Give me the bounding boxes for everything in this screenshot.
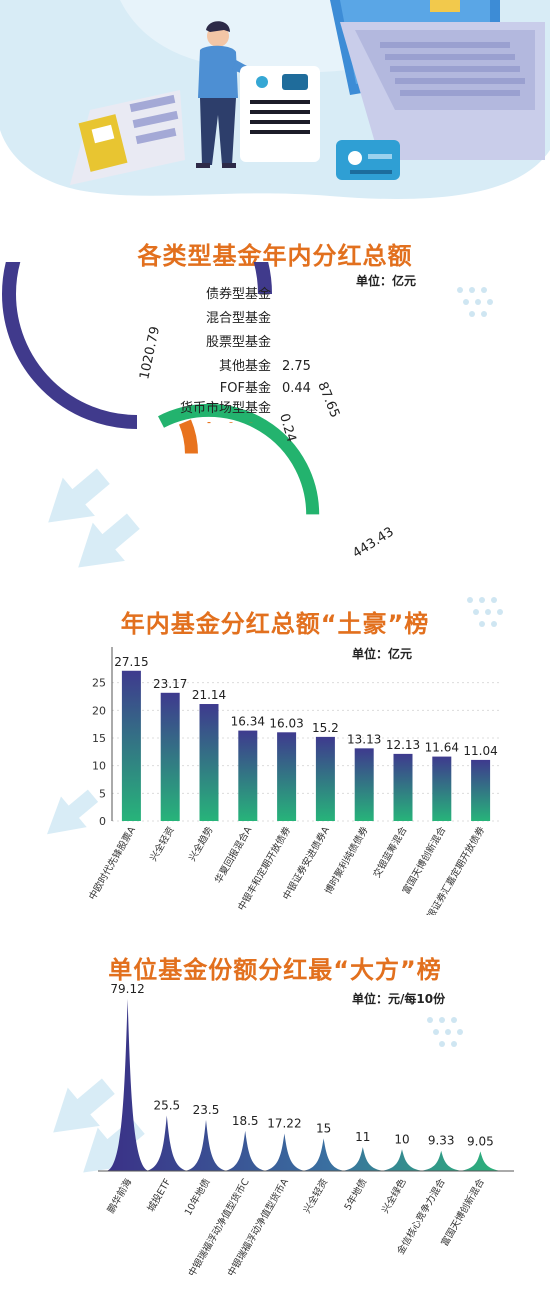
person-icon xyxy=(196,21,263,168)
y-tick-label: 25 xyxy=(92,677,106,690)
unit-label-top-funds: 单位：亿元 xyxy=(352,647,413,661)
spike-value-label: 79.12 xyxy=(110,982,144,996)
arc-category-label: 股票型基金 xyxy=(206,334,271,350)
y-tick-label: 5 xyxy=(99,787,106,800)
bar xyxy=(160,692,180,821)
bar xyxy=(277,732,297,821)
bar xyxy=(238,730,258,821)
id-card-icon xyxy=(336,140,400,180)
arc-value-label: 2.75 xyxy=(282,359,311,374)
bar xyxy=(354,748,374,821)
x-category-label: 城投ETF xyxy=(145,1177,174,1214)
x-category-label: 兴全趋势 xyxy=(186,824,216,863)
x-category-label: 中欧时代先锋股票A xyxy=(86,824,138,902)
section-title-generous-funds: 单位基金份额分红最“大方”榜 xyxy=(108,956,442,984)
bar-value-label: 12.13 xyxy=(386,738,420,752)
laptop-icon xyxy=(330,0,545,160)
bar-value-label: 15.2 xyxy=(312,721,339,735)
bar xyxy=(471,759,491,821)
arc-series-0 xyxy=(2,262,272,429)
bar-value-label: 11.04 xyxy=(463,744,497,758)
spike-value-label: 15 xyxy=(316,1121,331,1135)
section-title-top-funds: 年内基金分红总额“土豪”榜 xyxy=(120,610,430,638)
bar-value-label: 16.34 xyxy=(231,715,265,729)
x-category-label: 交银蓝筹混合 xyxy=(371,824,410,880)
x-category-label: 鹏华前海 xyxy=(105,1176,135,1215)
arc-series-1 xyxy=(158,403,320,515)
x-category-label: 博时聚利纯债债券 xyxy=(322,824,371,896)
x-category-label: 兴全轻资 xyxy=(147,824,177,863)
x-category-label: 兴全轻资 xyxy=(301,1176,331,1215)
bar xyxy=(393,753,413,821)
x-category-label: 富国天博创新混合 xyxy=(400,824,449,896)
hero-illustration xyxy=(0,0,550,200)
bar-value-label: 23.17 xyxy=(153,677,187,691)
spike-value-label: 25.5 xyxy=(153,1099,180,1113)
arc-value-label: 0.44 xyxy=(282,381,311,396)
y-tick-label: 10 xyxy=(92,760,106,773)
y-tick-label: 20 xyxy=(92,704,106,717)
x-category-label: 中银证券汇嘉定期开放债券 xyxy=(420,824,488,915)
unit-label-total-dividends: 单位：亿元 xyxy=(356,274,417,288)
arc-category-label: 债券型基金 xyxy=(206,286,271,302)
arc-category-label: 其他基金 xyxy=(219,358,271,374)
x-category-label: 华夏回报混合A xyxy=(212,824,254,885)
spike-value-label: 10 xyxy=(394,1132,409,1146)
arc-category-label: 混合型基金 xyxy=(206,310,271,326)
bar-value-label: 11.64 xyxy=(425,741,459,755)
arc-value-label: 443.43 xyxy=(350,525,397,562)
arc-value-label: 87.65 xyxy=(314,380,342,420)
spike-value-label: 23.5 xyxy=(193,1103,220,1117)
bar-value-label: 21.14 xyxy=(192,688,226,702)
arc-category-label: FOF基金 xyxy=(220,380,271,396)
spike-chart: 79.12鹏华前海25.5城投ETF23.510年地债18.5中银瑞福浮动净值型… xyxy=(98,982,514,1275)
spike-value-label: 18.5 xyxy=(232,1114,259,1128)
bar-chart: 0 5 10 15 20 25 27.15 中欧时代先锋股票A 23.17 兴全轻资 21.14 兴全… xyxy=(86,647,500,915)
bar-value-label: 13.13 xyxy=(347,732,381,746)
x-category-label: 5年地债 xyxy=(342,1176,370,1212)
x-category-label: 10年地债 xyxy=(182,1176,213,1218)
unit-label-generous-funds: 单位：元/每10份 xyxy=(352,992,446,1006)
x-category-label: 兴全绿色 xyxy=(379,1176,409,1215)
spike-value-label: 11 xyxy=(355,1130,370,1144)
spike-value-label: 9.05 xyxy=(467,1134,494,1148)
arc-category-label: 货币市场型基金 xyxy=(180,400,271,416)
arc-series-2 xyxy=(178,419,198,454)
document-card-icon xyxy=(70,90,185,185)
x-category-label: 富国天博创新混合 xyxy=(439,1176,488,1248)
bar xyxy=(432,756,452,821)
bar-value-label: 16.03 xyxy=(269,716,303,730)
bar xyxy=(121,670,141,821)
spike-value-label: 9.33 xyxy=(428,1134,455,1148)
bar xyxy=(315,736,335,821)
bar-value-label: 27.15 xyxy=(114,655,148,669)
report-card-icon xyxy=(240,66,320,162)
y-tick-label: 0 xyxy=(99,815,106,828)
spike-value-label: 17.22 xyxy=(267,1117,301,1131)
bar xyxy=(199,704,219,821)
section-title-total-dividends: 各类型基金年内分红总额 xyxy=(137,242,413,270)
arc-value-label: 1020.79 xyxy=(137,325,163,381)
y-tick-label: 15 xyxy=(92,732,106,745)
